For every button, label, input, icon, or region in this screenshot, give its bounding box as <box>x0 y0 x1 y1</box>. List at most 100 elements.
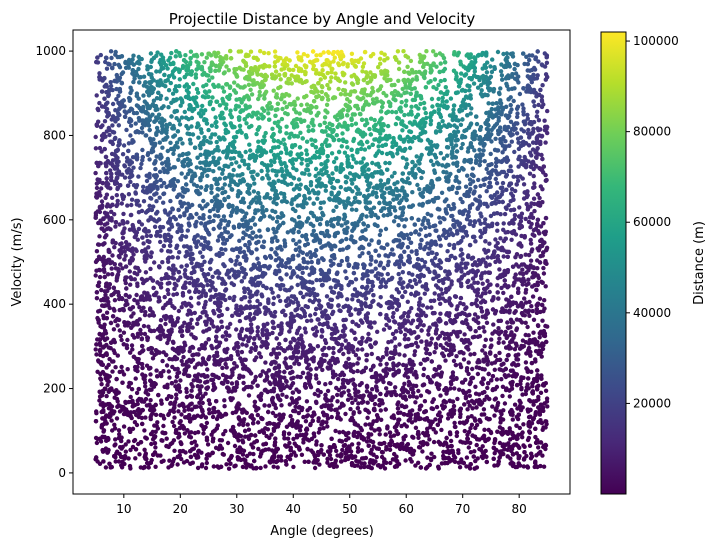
scatter-point <box>180 141 185 146</box>
scatter-point <box>146 151 151 156</box>
scatter-point <box>126 456 131 461</box>
scatter-point <box>509 320 514 325</box>
scatter-point <box>265 421 270 426</box>
scatter-point <box>304 148 309 153</box>
scatter-point <box>391 135 396 141</box>
scatter-point <box>153 445 158 450</box>
scatter-point <box>219 438 225 443</box>
scatter-point <box>293 63 299 69</box>
scatter-point <box>523 290 528 295</box>
scatter-point <box>102 337 108 343</box>
scatter-point <box>182 320 187 325</box>
scatter-point <box>182 109 187 115</box>
scatter-point <box>402 311 407 316</box>
scatter-point <box>110 369 115 374</box>
scatter-point <box>235 254 240 259</box>
scatter-point <box>536 102 541 108</box>
scatter-point <box>332 322 337 327</box>
scatter-point <box>300 270 305 275</box>
scatter-point <box>228 213 234 218</box>
scatter-point <box>142 464 147 470</box>
scatter-point <box>312 465 318 471</box>
scatter-point <box>274 219 280 224</box>
scatter-point <box>435 336 441 341</box>
scatter-point <box>244 211 249 216</box>
scatter-point <box>196 135 201 140</box>
scatter-point <box>304 318 310 324</box>
scatter-point <box>271 464 276 469</box>
scatter-point <box>175 229 180 235</box>
scatter-point <box>432 77 438 82</box>
scatter-point <box>315 344 321 349</box>
scatter-point <box>237 318 243 324</box>
scatter-point <box>147 239 152 244</box>
scatter-point <box>97 308 103 313</box>
scatter-point <box>154 368 159 373</box>
scatter-point <box>508 346 513 351</box>
scatter-point <box>183 175 188 180</box>
scatter-point <box>383 284 388 289</box>
scatter-point <box>378 61 383 66</box>
scatter-point <box>251 451 256 457</box>
scatter-point <box>509 139 514 144</box>
scatter-point <box>196 289 202 295</box>
scatter-point <box>423 233 429 239</box>
scatter-point <box>467 403 472 408</box>
scatter-point <box>358 139 364 145</box>
scatter-point <box>543 140 548 145</box>
scatter-point <box>484 70 490 75</box>
scatter-point <box>115 323 120 328</box>
scatter-point <box>175 179 181 184</box>
scatter-point <box>500 384 506 389</box>
scatter-point <box>277 341 282 347</box>
scatter-point <box>198 250 203 255</box>
scatter-point <box>121 330 127 335</box>
scatter-point <box>475 85 481 90</box>
scatter-point <box>419 175 424 181</box>
scatter-point <box>313 311 318 317</box>
scatter-point <box>467 393 472 398</box>
scatter-point <box>233 107 238 112</box>
scatter-point <box>243 149 248 155</box>
scatter-point <box>231 224 236 229</box>
scatter-point <box>454 74 459 79</box>
scatter-point <box>424 49 429 54</box>
scatter-point <box>205 442 211 447</box>
scatter-point <box>94 185 100 191</box>
scatter-point <box>124 127 129 133</box>
scatter-point <box>266 447 271 452</box>
scatter-point <box>502 401 508 406</box>
scatter-point <box>148 416 153 422</box>
scatter-point <box>143 133 148 138</box>
scatter-point <box>202 60 207 65</box>
scatter-point <box>349 51 355 56</box>
scatter-point <box>516 164 521 169</box>
scatter-point <box>309 318 314 323</box>
scatter-point <box>397 342 402 347</box>
scatter-point <box>407 171 412 176</box>
scatter-point <box>466 209 471 215</box>
scatter-point <box>179 412 184 417</box>
scatter-point <box>172 415 177 420</box>
scatter-point <box>395 402 400 407</box>
scatter-point <box>94 440 100 446</box>
scatter-point <box>387 447 393 452</box>
scatter-point <box>441 456 446 461</box>
scatter-point <box>545 108 550 114</box>
scatter-point <box>194 87 200 92</box>
scatter-point <box>111 348 117 353</box>
scatter-point <box>483 74 489 80</box>
scatter-point <box>361 61 367 66</box>
scatter-point <box>396 78 401 84</box>
scatter-point <box>331 185 337 191</box>
scatter-point <box>179 204 184 209</box>
scatter-point <box>120 70 126 75</box>
scatter-point <box>418 227 423 232</box>
scatter-point <box>400 270 405 275</box>
scatter-point <box>121 211 126 217</box>
scatter-point <box>376 65 381 70</box>
scatter-point <box>462 332 467 337</box>
scatter-point <box>466 445 471 450</box>
scatter-point <box>513 71 519 76</box>
scatter-point <box>356 356 361 361</box>
